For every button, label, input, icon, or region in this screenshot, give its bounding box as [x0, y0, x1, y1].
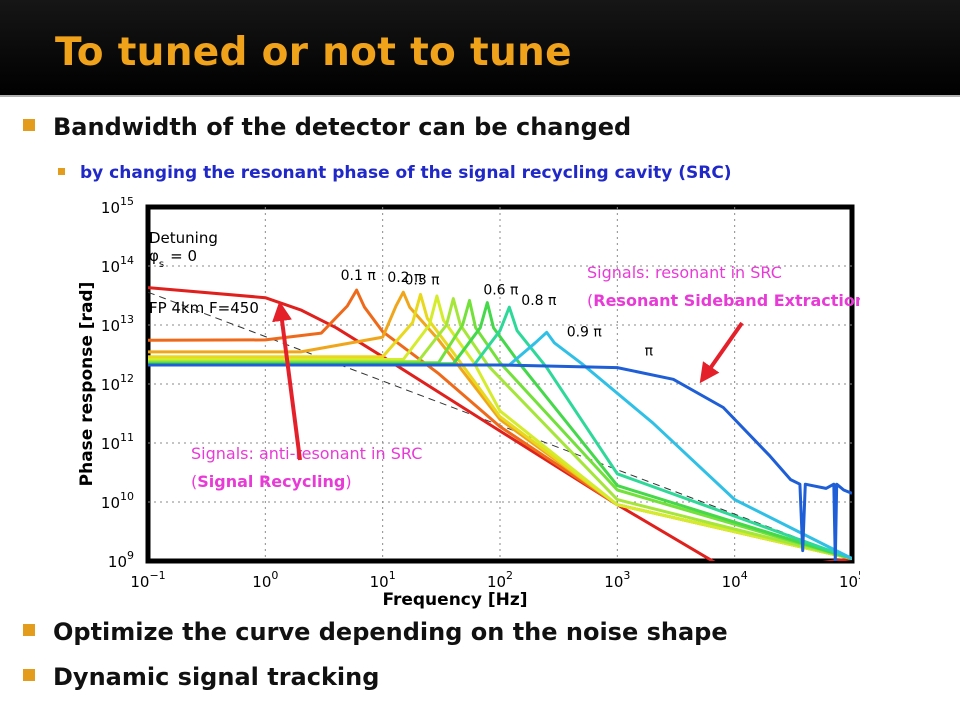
tick-base: 10	[839, 573, 858, 591]
tick-base: 10	[252, 573, 271, 591]
tick-exponent: 13	[120, 313, 134, 326]
series-line	[148, 305, 852, 561]
tick-exponent: 9	[127, 549, 134, 562]
annotation-sr-open: (	[191, 472, 197, 491]
x-tick-label: 100	[252, 569, 278, 591]
series-line	[148, 299, 852, 561]
series-line	[148, 330, 852, 560]
annotation-rse-open: (	[587, 291, 593, 310]
phase-response-chart: 10−1100101102103104105109101010111012101…	[77, 197, 860, 610]
grid	[148, 207, 852, 561]
tick-exponent: 10	[120, 490, 134, 503]
tick-exponent: 11	[120, 431, 134, 444]
bullet-tracking: Dynamic signal tracking	[23, 663, 379, 691]
tick-base: 10	[101, 435, 120, 453]
tick-base: 10	[101, 376, 120, 394]
y-tick-label: 1013	[101, 313, 134, 335]
legend-eq: = 0	[170, 247, 197, 265]
y-tick-label: 1010	[101, 490, 134, 512]
arrow-sr	[272, 301, 302, 461]
tick-base: 10	[370, 573, 389, 591]
x-tick-label: 105	[839, 569, 860, 591]
tick-exponent: 5	[858, 569, 860, 582]
series-lines	[148, 286, 852, 561]
title-bar: To tuned or not to tune	[0, 0, 960, 97]
annotation-sr-line1: Signals: anti-resonant in SRC	[191, 444, 422, 463]
tick-exponent: 14	[120, 254, 134, 267]
annotation-sr-line2: (Signal Recycling)	[191, 472, 352, 491]
annotation-rse-bold: Resonant Sideband Extraction	[593, 291, 860, 310]
reference-label: FP 4km F=450	[149, 299, 259, 317]
y-tick-label: 1014	[101, 254, 134, 276]
tick-exponent: −1	[149, 569, 165, 582]
annotation-sr-close: )	[345, 472, 351, 491]
series-line	[148, 297, 852, 561]
legend-phi: φ	[149, 247, 159, 265]
y-tick-label: 109	[108, 549, 134, 571]
axis-ticks: 10−1100101102103104105109101010111012101…	[101, 197, 860, 591]
y-axis-label: Phase response [rad]	[77, 282, 97, 487]
bullet-text: Optimize the curve depending on the nois…	[53, 618, 728, 646]
sub-bullet-marker	[58, 167, 65, 175]
x-axis-label: Frequency [Hz]	[382, 590, 527, 610]
annotation-rse-line1: Signals: resonant in SRC	[587, 263, 782, 282]
x-tick-label: 10−1	[130, 569, 165, 591]
tick-exponent: 2	[506, 569, 513, 582]
y-tick-label: 1011	[101, 431, 134, 453]
sub-bullet-text: by changing the resonant phase of the si…	[80, 163, 732, 183]
legend-sub: s	[159, 259, 164, 270]
series-line	[148, 294, 852, 561]
series-line	[148, 301, 852, 561]
x-tick-label: 101	[370, 569, 396, 591]
bullet-text: Dynamic signal tracking	[53, 663, 380, 691]
series-line	[148, 288, 852, 561]
x-tick-label: 102	[487, 569, 513, 591]
tick-exponent: 3	[623, 569, 630, 582]
series-label: 0.9 π	[567, 324, 603, 340]
series-label: 0.2 π	[387, 270, 423, 286]
legend-title: Detuning	[149, 229, 218, 247]
tick-base: 10	[108, 553, 127, 571]
slide-title: To tuned or not to tune	[55, 30, 572, 75]
tick-exponent: 1	[389, 569, 396, 582]
tick-base: 10	[101, 494, 120, 512]
annotations: Signals: resonant in SRC (Resonant Sideb…	[191, 263, 860, 491]
tick-base: 10	[101, 258, 120, 276]
tick-base: 10	[130, 573, 149, 591]
y-tick-label: 1012	[101, 372, 134, 394]
tick-exponent: 4	[741, 569, 748, 582]
annotation-rse-line2: (Resonant Sideband Extraction)	[587, 291, 860, 310]
series-label: 0.8 π	[521, 293, 557, 309]
tick-exponent: 0	[271, 569, 278, 582]
tick-base: 10	[487, 573, 506, 591]
x-tick-label: 103	[604, 569, 630, 591]
x-tick-label: 104	[722, 569, 748, 591]
bullet-marker	[23, 669, 35, 681]
bullet-optimize: Optimize the curve depending on the nois…	[23, 618, 728, 646]
tick-base: 10	[604, 573, 623, 591]
tick-exponent: 15	[120, 197, 134, 208]
bullet-text: Bandwidth of the detector can be changed	[53, 113, 632, 141]
series-label: 0.1 π	[341, 268, 377, 284]
arrow-rse	[699, 321, 744, 384]
series-line	[148, 363, 852, 561]
bullet-marker	[23, 119, 35, 131]
series-label: π	[645, 344, 654, 360]
legend-detuning: φs = 0	[149, 247, 197, 270]
bullet-marker	[23, 624, 35, 636]
series-label: 0.3 π	[404, 272, 440, 288]
bullet-bandwidth: Bandwidth of the detector can be changed	[23, 113, 631, 141]
sub-bullet-src: by changing the resonant phase of the si…	[58, 163, 732, 183]
tick-exponent: 12	[120, 372, 134, 385]
annotation-sr-bold: Signal Recycling	[197, 472, 345, 491]
tick-base: 10	[722, 573, 741, 591]
y-tick-label: 1015	[101, 197, 134, 217]
tick-base: 10	[101, 199, 120, 217]
tick-base: 10	[101, 317, 120, 335]
series-label: 0.6 π	[483, 283, 519, 299]
